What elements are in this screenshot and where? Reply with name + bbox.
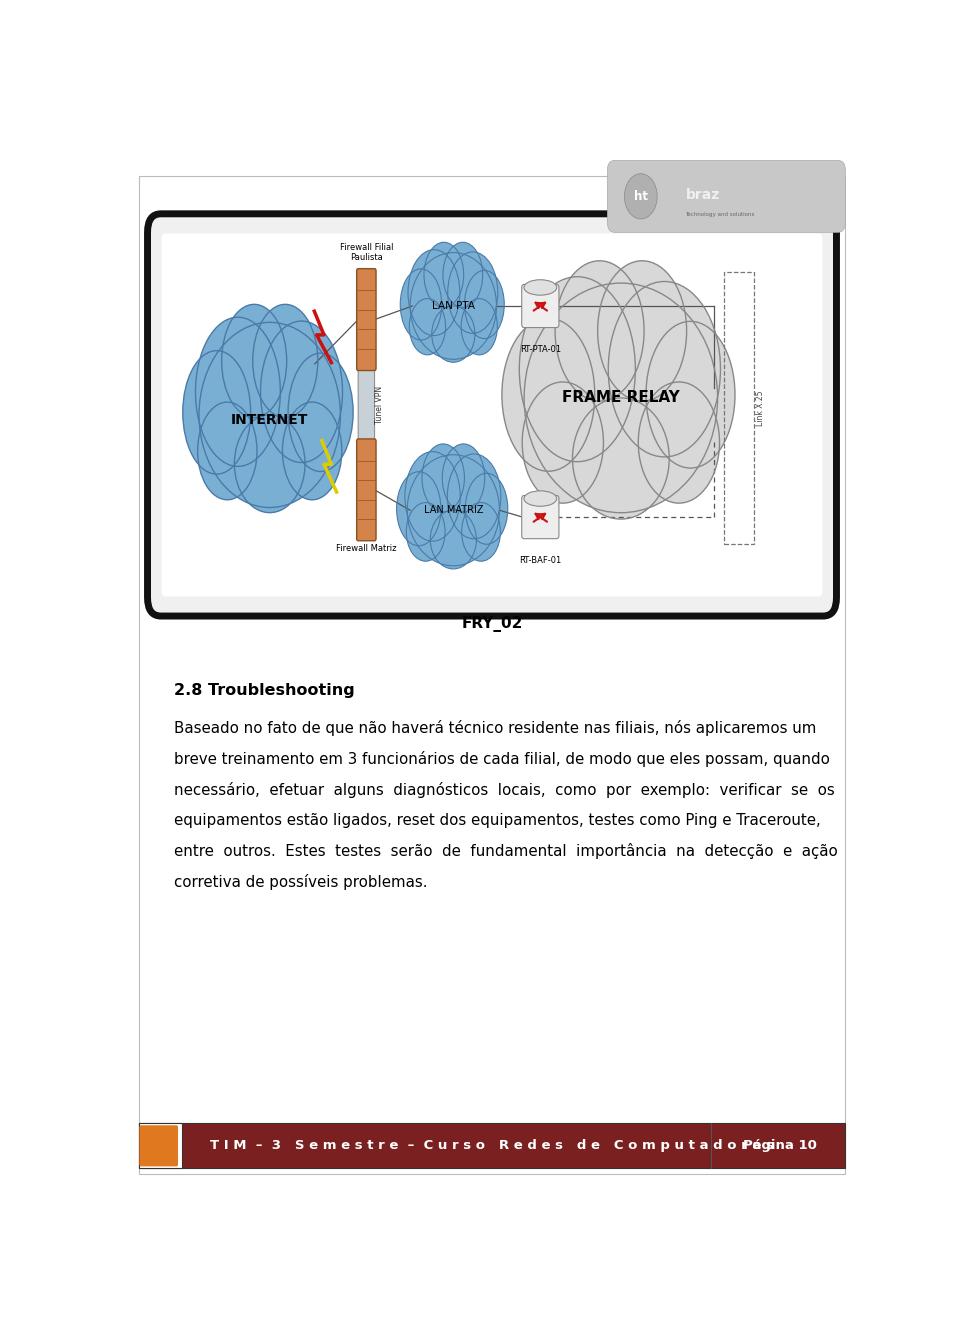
FancyBboxPatch shape	[357, 269, 376, 370]
Ellipse shape	[524, 279, 557, 295]
Text: FRY_02: FRY_02	[462, 616, 522, 632]
Bar	[138, 1124, 181, 1169]
Ellipse shape	[396, 472, 441, 546]
Ellipse shape	[260, 321, 343, 462]
FancyBboxPatch shape	[148, 214, 836, 616]
Ellipse shape	[407, 454, 499, 566]
Ellipse shape	[461, 298, 497, 355]
FancyBboxPatch shape	[521, 285, 559, 327]
Ellipse shape	[443, 242, 483, 307]
Text: Firewall Filial
Paulista: Firewall Filial Paulista	[340, 243, 393, 262]
Text: breve treinamento em 3 funcionários de cada filial, de modo que eles possam, qua: breve treinamento em 3 funcionários de c…	[174, 751, 829, 767]
Ellipse shape	[409, 298, 445, 355]
Circle shape	[624, 174, 658, 219]
Text: braz: braz	[685, 188, 720, 202]
Text: Baseado no fato de que não haverá técnico residente nas filiais, nós aplicaremos: Baseado no fato de que não haverá técnic…	[174, 720, 816, 736]
FancyBboxPatch shape	[139, 1125, 178, 1166]
Text: INTERNET: INTERNET	[231, 413, 308, 428]
Text: entre  outros.  Estes  testes  serão  de  fundamental  importância  na  detecção: entre outros. Estes testes serão de fund…	[174, 843, 837, 859]
Text: Túnel VPN: Túnel VPN	[375, 386, 384, 424]
Ellipse shape	[524, 283, 717, 513]
Ellipse shape	[443, 444, 485, 512]
FancyBboxPatch shape	[161, 234, 823, 596]
Text: LAN PTA: LAN PTA	[432, 301, 475, 311]
Ellipse shape	[405, 452, 460, 541]
Ellipse shape	[432, 306, 475, 362]
Ellipse shape	[424, 242, 464, 307]
Ellipse shape	[555, 261, 644, 401]
Text: T I M  –  3   S e m e s t r e  –  C u r s o   R e d e s   d e   C o m p u t a d : T I M – 3 S e m e s t r e – C u r s o R …	[210, 1140, 774, 1153]
Ellipse shape	[182, 350, 251, 474]
Ellipse shape	[638, 382, 719, 504]
Ellipse shape	[519, 277, 636, 462]
Ellipse shape	[410, 253, 496, 359]
Ellipse shape	[234, 415, 305, 513]
Ellipse shape	[198, 402, 257, 500]
Ellipse shape	[422, 444, 465, 512]
Ellipse shape	[430, 510, 476, 569]
Ellipse shape	[447, 454, 501, 538]
FancyBboxPatch shape	[608, 160, 846, 232]
Text: 2.8 Troubleshooting: 2.8 Troubleshooting	[174, 683, 354, 697]
FancyBboxPatch shape	[357, 440, 376, 541]
Bar	[724, 273, 754, 544]
Text: LAN MATRIZ: LAN MATRIZ	[423, 505, 483, 516]
Ellipse shape	[400, 269, 442, 341]
FancyBboxPatch shape	[358, 365, 374, 444]
Ellipse shape	[282, 402, 342, 500]
Ellipse shape	[598, 261, 686, 401]
Text: Página 10: Página 10	[743, 1140, 817, 1153]
Text: RT-BAF-01: RT-BAF-01	[519, 556, 562, 565]
Text: necessário,  efetuar  alguns  diagnósticos  locais,  como  por  exemplo:  verifi: necessário, efetuar alguns diagnósticos …	[174, 782, 834, 798]
Ellipse shape	[524, 490, 557, 506]
Ellipse shape	[222, 305, 287, 417]
Ellipse shape	[288, 353, 353, 472]
Ellipse shape	[252, 305, 318, 417]
Text: Technology and solutions: Technology and solutions	[685, 212, 755, 218]
Text: Firewall Matriz: Firewall Matriz	[336, 544, 396, 553]
Ellipse shape	[462, 502, 500, 561]
FancyBboxPatch shape	[521, 496, 559, 538]
Ellipse shape	[408, 250, 460, 335]
Text: FRAME RELAY: FRAME RELAY	[562, 390, 680, 405]
Text: Link X.25: Link X.25	[756, 390, 765, 426]
Ellipse shape	[522, 382, 604, 504]
Ellipse shape	[447, 253, 498, 334]
Bar	[138, 1124, 846, 1169]
Ellipse shape	[466, 473, 508, 544]
Text: equipamentos estão ligados, reset dos equipamentos, testes como Ping e Tracerout: equipamentos estão ligados, reset dos eq…	[174, 812, 820, 827]
Ellipse shape	[609, 282, 721, 457]
Ellipse shape	[646, 322, 735, 468]
Ellipse shape	[572, 398, 669, 520]
Ellipse shape	[502, 318, 595, 472]
Text: corretiva de possíveis problemas.: corretiva de possíveis problemas.	[174, 874, 427, 890]
Ellipse shape	[196, 317, 280, 466]
Ellipse shape	[406, 502, 445, 561]
Ellipse shape	[199, 322, 341, 508]
Text: RT-PTA-01: RT-PTA-01	[519, 345, 561, 354]
Ellipse shape	[465, 270, 504, 338]
Text: ht: ht	[634, 190, 648, 203]
